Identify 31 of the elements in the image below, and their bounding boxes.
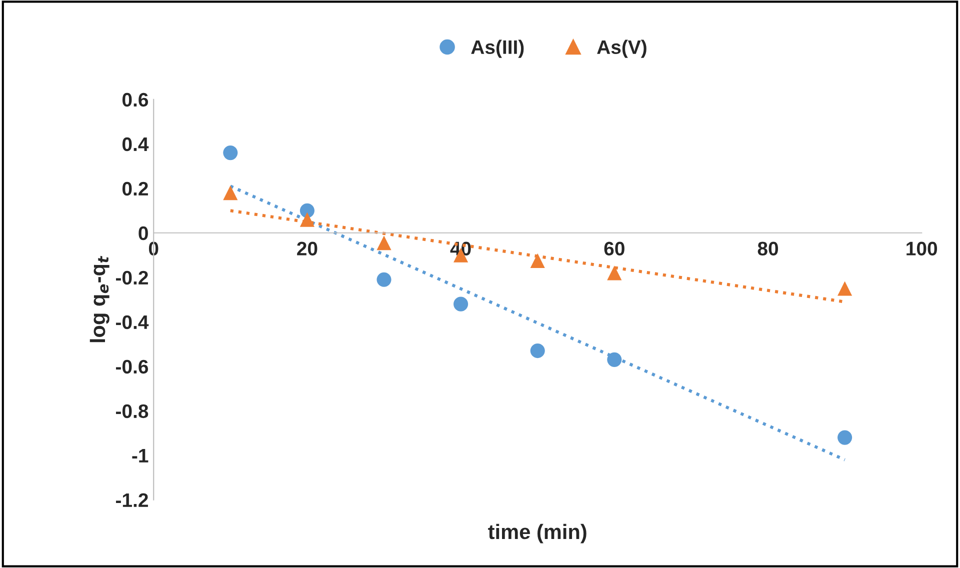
point (838, 430, 852, 445)
y-tick-label: 0.6 (122, 92, 148, 107)
x-axis-title: time (min) (488, 524, 586, 544)
y-tick-label: 0 (138, 226, 148, 240)
point (530, 344, 545, 358)
y-tick-label: -0.4 (116, 315, 149, 330)
point (530, 253, 545, 268)
point (838, 281, 852, 296)
point (300, 212, 314, 227)
x-tick-label: 100 (906, 242, 938, 256)
legend-label: As(III) (471, 40, 524, 58)
x-tick-label: 80 (758, 242, 778, 256)
y-tick-label: -0.6 (116, 360, 148, 374)
y-tick-label: 0.4 (122, 137, 149, 152)
x-tick-label: 20 (297, 242, 318, 256)
y-tick-label: -1.2 (116, 493, 148, 507)
y-tick-label: -0.8 (116, 404, 148, 418)
y-tick-label: 0.2 (122, 182, 148, 196)
point (454, 296, 468, 312)
point (223, 146, 238, 160)
y-tick-label: -1 (132, 449, 148, 462)
point (607, 352, 622, 367)
point (607, 266, 622, 280)
point (376, 236, 392, 250)
x-tick-label: 60 (604, 242, 624, 256)
point (376, 272, 392, 287)
point (223, 186, 238, 200)
legend-label: As(V) (597, 40, 646, 58)
y-axis-title: log q$_{e}$-q$_{t}$ (90, 256, 110, 342)
y-tick-label: -0.2 (116, 270, 148, 285)
x-tick-label: 0 (148, 242, 158, 256)
